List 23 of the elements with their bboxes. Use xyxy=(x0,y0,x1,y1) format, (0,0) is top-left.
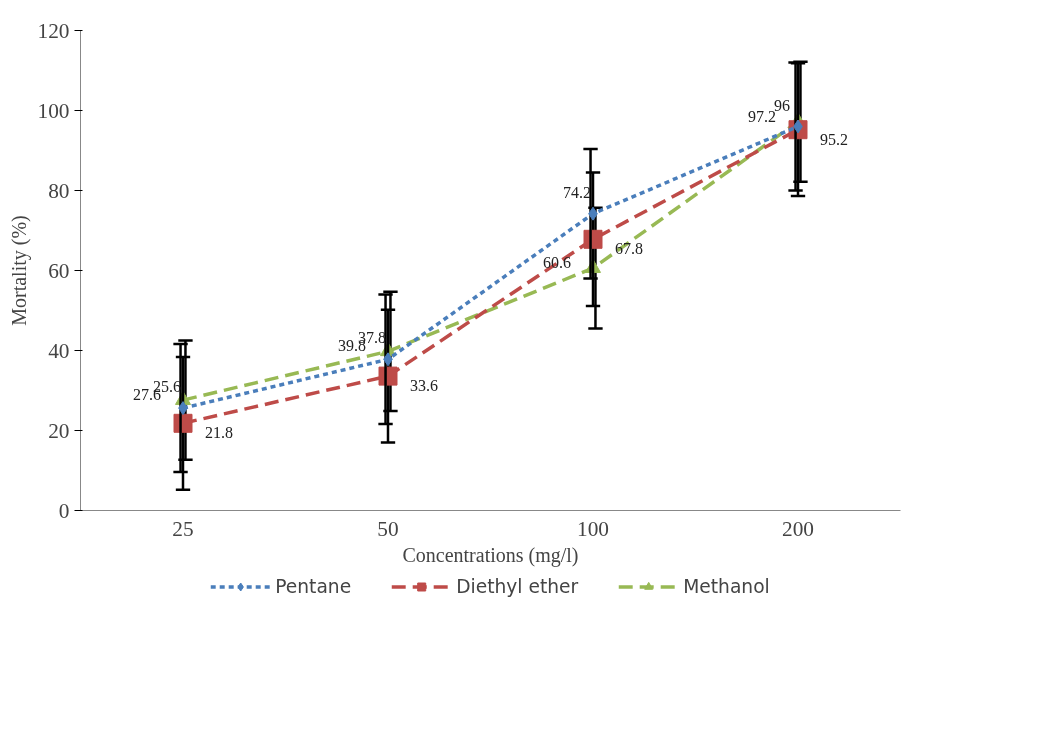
x-tick-label: 100 xyxy=(577,516,609,541)
x-axis-title: Concentrations (mg/l) xyxy=(402,543,579,567)
legend-label: Diethyl ether xyxy=(456,575,579,597)
x-tick-label: 200 xyxy=(782,516,814,541)
x-tick-label: 50 xyxy=(377,516,399,541)
data-label: 33.6 xyxy=(410,377,438,395)
data-label: 95.2 xyxy=(820,130,848,148)
y-tick-label: 40 xyxy=(48,338,70,363)
y-tick-label: 60 xyxy=(48,258,70,283)
data-label: 97.2 xyxy=(748,107,776,125)
legend-label: Methanol xyxy=(683,575,770,597)
data-label: 96 xyxy=(774,96,790,114)
data-label: 21.8 xyxy=(205,424,233,442)
y-tick-label: 20 xyxy=(48,418,70,443)
y-tick-label: 120 xyxy=(37,18,70,43)
legend-label: Pentane xyxy=(275,575,352,597)
y-tick-label: 80 xyxy=(48,178,70,203)
data-label: 60.6 xyxy=(543,254,571,272)
y-tick-label: 100 xyxy=(37,98,70,123)
x-tick-label: 25 xyxy=(172,516,194,541)
y-axis-title: Mortality (%) xyxy=(7,215,31,326)
data-label: 67.8 xyxy=(615,240,643,258)
y-tick-label: 0 xyxy=(58,498,70,523)
